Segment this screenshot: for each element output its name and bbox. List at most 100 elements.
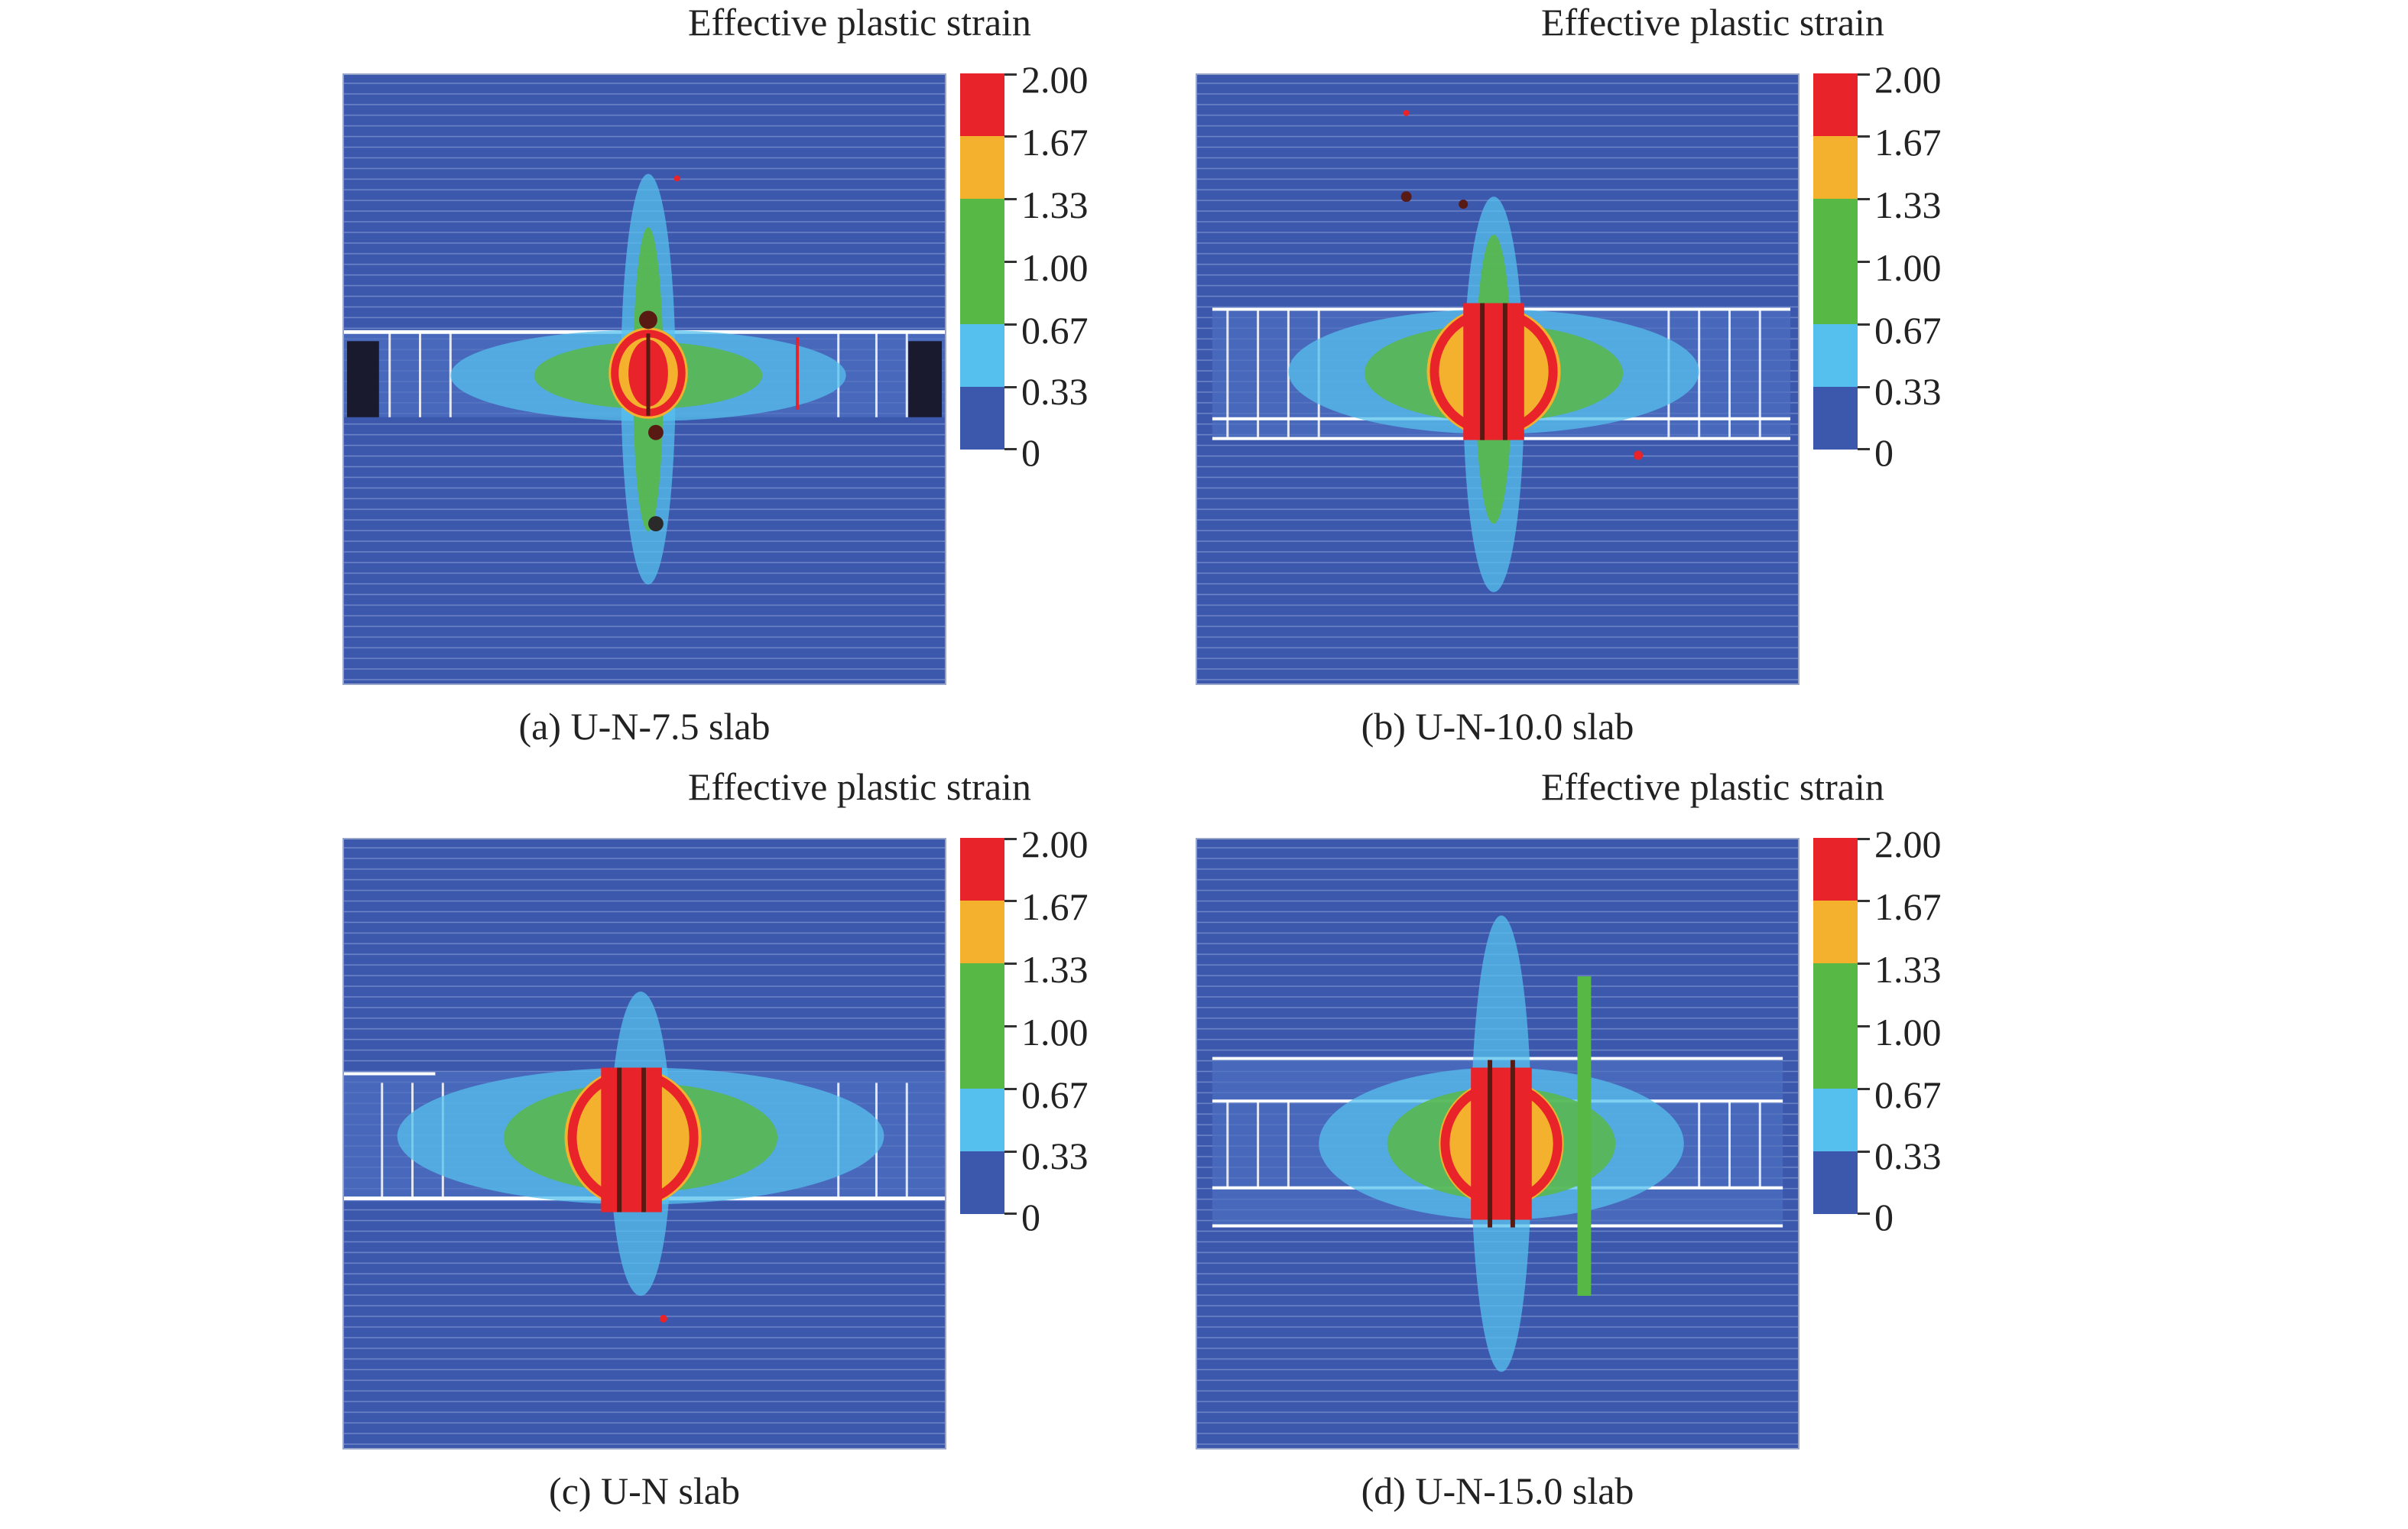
colorbar-label: 0.33: [1874, 1135, 1942, 1177]
colorbar-tick: [1004, 261, 1017, 263]
colorbar-label: 1.00: [1021, 1011, 1089, 1053]
colorbar-label: 2.00: [1021, 58, 1089, 101]
colorbar-label: 0.33: [1874, 370, 1942, 413]
colorbar-tick: [1858, 1025, 1870, 1027]
colorbar-tick: [1858, 73, 1870, 76]
colorbar-segment-red: [960, 73, 1004, 136]
colorbar-tick: [1004, 1151, 1017, 1153]
colorbar-label: 2.00: [1874, 823, 1942, 865]
colorbar-label: 0.67: [1021, 309, 1089, 352]
colorbar-tick: [1004, 135, 1017, 138]
colorbar-tick: [1858, 448, 1870, 450]
colorbar-label: 1.33: [1021, 948, 1089, 991]
colorbar-label: 2.00: [1021, 823, 1089, 865]
legend-title: Effective plastic strain: [688, 765, 1031, 808]
colorbar-segment-green: [1813, 261, 1858, 324]
colorbar-label: 1.67: [1874, 121, 1942, 164]
colorbar-segment-green: [1813, 1026, 1858, 1089]
colorbar: 2.00 1.67 1.33 1.00 0.67 0.33 0: [1813, 825, 1942, 1236]
panel-a: Effective plastic strain: [275, 0, 1345, 764]
colorbar-segment-red: [960, 838, 1004, 901]
colorbar-segment-light-blue: [960, 1089, 1004, 1151]
colorbar-segment-light-blue: [960, 324, 1004, 387]
colorbar-label: 0: [1874, 1196, 1894, 1238]
colorbar-segment-orange: [960, 901, 1004, 963]
legend-title: Effective plastic strain: [1541, 765, 1884, 808]
colorbar-tick: [1004, 448, 1017, 450]
colorbar: 2.00 1.67 1.33 1.00 0.67 0.33 0: [960, 60, 1089, 472]
colorbar-label: 1.67: [1874, 885, 1942, 928]
strain-contour-plot: [342, 838, 946, 1449]
colorbar-segment-red: [1813, 838, 1858, 901]
colorbar: 2.00 1.67 1.33 1.00 0.67 0.33 0: [960, 825, 1089, 1236]
colorbar-label: 0: [1021, 1196, 1040, 1238]
colorbar-label: 0: [1021, 431, 1040, 474]
colorbar-segment-light-blue: [1813, 324, 1858, 387]
colorbar-tick: [1004, 386, 1017, 388]
colorbar-tick: [1858, 1151, 1870, 1153]
colorbar-segment-orange: [1813, 136, 1858, 199]
colorbar-tick: [1858, 1088, 1870, 1090]
colorbar-label: 0.67: [1874, 1073, 1942, 1116]
panel-d: Effective plastic strain: [1128, 764, 2199, 1529]
colorbar-tick: [1004, 900, 1017, 902]
colorbar-segment-blue: [1813, 387, 1858, 450]
colorbar-segment-green: [1813, 963, 1858, 1026]
colorbar-tick: [1004, 1088, 1017, 1090]
colorbar-segment-green: [960, 1026, 1004, 1089]
colorbar-label: 1.33: [1021, 183, 1089, 226]
strain-contour-plot: [1196, 838, 1800, 1449]
colorbar-label: 1.00: [1021, 246, 1089, 289]
legend-title: Effective plastic strain: [1541, 1, 1884, 44]
legend-title: Effective plastic strain: [688, 1, 1031, 44]
strain-contour-graphic: [344, 75, 945, 683]
panel-caption: (a) U-N-7.5 slab: [518, 705, 771, 748]
colorbar-tick: [1004, 323, 1017, 326]
strain-contour-graphic: [1197, 75, 1798, 683]
colorbar-label: 1.00: [1874, 246, 1942, 289]
colorbar: 2.00 1.67 1.33 1.00 0.67 0.33 0: [1813, 60, 1942, 472]
colorbar-tick: [1004, 963, 1017, 965]
panel-caption: (d) U-N-15.0 slab: [1361, 1469, 1634, 1512]
colorbar-tick: [1004, 1212, 1017, 1215]
colorbar-label: 1.67: [1021, 885, 1089, 928]
panel-c: Effective plastic strain: [275, 764, 1345, 1529]
colorbar-tick: [1858, 323, 1870, 326]
strain-contour-plot: [1196, 73, 1800, 685]
colorbar-tick: [1858, 900, 1870, 902]
colorbar-tick: [1004, 1025, 1017, 1027]
colorbar-label: 0: [1874, 431, 1894, 474]
colorbar-tick: [1858, 135, 1870, 138]
strain-contour-plot: [342, 73, 946, 685]
colorbar-label: 1.67: [1021, 121, 1089, 164]
colorbar-segment-green: [960, 199, 1004, 261]
colorbar-label: 1.33: [1874, 948, 1942, 991]
colorbar-label: 0.33: [1021, 370, 1089, 413]
colorbar-label: 0.67: [1874, 309, 1942, 352]
colorbar-label: 0.67: [1021, 1073, 1089, 1116]
strain-contour-graphic: [1197, 839, 1798, 1448]
strain-contour-graphic: [344, 839, 945, 1448]
colorbar-tick: [1858, 386, 1870, 388]
colorbar-segment-blue: [960, 387, 1004, 450]
colorbar-segment-orange: [960, 136, 1004, 199]
colorbar-tick: [1858, 1212, 1870, 1215]
panel-b: Effective plastic strain: [1128, 0, 2199, 764]
colorbar-tick: [1858, 963, 1870, 965]
colorbar-segment-green: [960, 963, 1004, 1026]
colorbar-segment-blue: [1813, 1151, 1858, 1214]
colorbar-segment-blue: [960, 1151, 1004, 1214]
colorbar-label: 1.00: [1874, 1011, 1942, 1053]
colorbar-segment-green: [960, 261, 1004, 324]
colorbar-tick: [1858, 198, 1870, 200]
colorbar-label: 1.33: [1874, 183, 1942, 226]
colorbar-tick: [1004, 73, 1017, 76]
colorbar-tick: [1004, 838, 1017, 840]
panel-caption: (c) U-N slab: [549, 1469, 740, 1512]
colorbar-segment-orange: [1813, 901, 1858, 963]
colorbar-label: 0.33: [1021, 1135, 1089, 1177]
colorbar-tick: [1004, 198, 1017, 200]
panel-caption: (b) U-N-10.0 slab: [1361, 705, 1634, 748]
colorbar-segment-light-blue: [1813, 1089, 1858, 1151]
colorbar-tick: [1858, 261, 1870, 263]
